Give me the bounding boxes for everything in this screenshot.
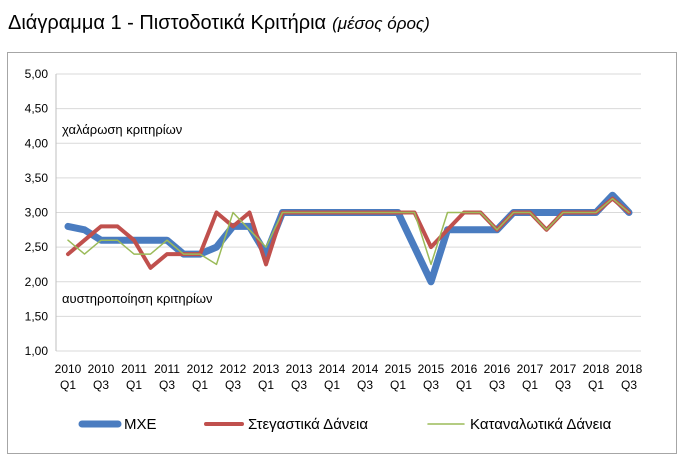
x-tick-quarter: Q1 (60, 378, 76, 392)
x-tick-year: 2014 (352, 362, 379, 376)
y-tick-label: 1,00 (25, 344, 49, 358)
x-tick-year: 2016 (451, 362, 478, 376)
chart-title: Διάγραμμα 1 - Πιστοδοτικά Κριτήρια (8, 12, 327, 34)
annotation-tightening: αυστηροποίηση κριτηρίων (62, 291, 213, 306)
y-tick-label: 3,50 (25, 171, 49, 185)
x-tick-quarter: Q3 (291, 378, 307, 392)
x-tick-quarter: Q3 (489, 378, 505, 392)
legend-label: Στεγαστικά Δάνεια (248, 416, 368, 433)
x-tick-year: 2011 (121, 362, 147, 376)
y-tick-label: 2,50 (25, 240, 49, 254)
x-tick-year: 2015 (418, 362, 445, 376)
x-tick-quarter: Q3 (159, 378, 175, 392)
legend: ΜΧΕ Στεγαστικά Δάνεια Καταναλωτικά Δάνεια (78, 416, 612, 433)
x-tick-quarter: Q1 (588, 378, 604, 392)
x-tick-year: 2017 (517, 362, 544, 376)
x-tick-year: 2012 (220, 362, 247, 376)
x-tick-year: 2017 (550, 362, 577, 376)
x-tick-year: 2018 (616, 362, 643, 376)
series-line-3 (67, 197, 630, 266)
y-tick-label: 5,00 (25, 67, 49, 81)
y-tick-label: 4,00 (25, 136, 49, 150)
x-tick-quarter: Q1 (192, 378, 208, 392)
x-tick-quarter: Q1 (522, 378, 538, 392)
y-tick-label: 1,50 (25, 309, 49, 323)
x-tick-year: 2015 (385, 362, 412, 376)
x-tick-year: 2010 (55, 362, 82, 376)
x-tick-year: 2018 (583, 362, 610, 376)
y-tick-label: 2,00 (25, 275, 49, 289)
x-tick-quarter: Q1 (456, 378, 472, 392)
y-tick-label: 3,00 (25, 206, 49, 220)
x-tick-year: 2014 (319, 362, 346, 376)
annotation-easing: χαλάρωση κριτηρίων (62, 122, 182, 137)
x-tick-quarter: Q3 (621, 378, 637, 392)
x-tick-quarter: Q3 (225, 378, 241, 392)
x-tick-quarter: Q3 (555, 378, 571, 392)
y-tick-label: 4,50 (25, 102, 49, 116)
x-tick-quarter: Q3 (423, 378, 439, 392)
x-tick-year: 2011 (154, 362, 180, 376)
x-tick-year: 2013 (286, 362, 313, 376)
series-lines (64, 191, 633, 286)
legend-label: ΜΧΕ (124, 416, 157, 433)
chart-subtitle: (μέσος όρος) (332, 14, 430, 33)
legend-label: Καταναλωτικά Δάνεια (470, 416, 612, 433)
x-tick-year: 2010 (88, 362, 115, 376)
x-tick-year: 2012 (187, 362, 214, 376)
chart-title-row: Διάγραμμα 1 - Πιστοδοτικά Κριτήρια (μέσος… (8, 12, 430, 35)
y-axis-ticks: 1,00 1,50 2,00 2,50 3,00 3,50 4,00 4,50 5,00 (25, 67, 49, 358)
x-tick-quarter: Q1 (390, 378, 406, 392)
x-axis-ticks: 2010 Q1 2010 Q3 2011 Q1 2011 Q3 2012 Q1 2012 Q3 2013… (55, 362, 643, 392)
x-tick-quarter: Q3 (93, 378, 109, 392)
x-tick-quarter: Q1 (258, 378, 274, 392)
x-tick-quarter: Q1 (324, 378, 340, 392)
x-tick-quarter: Q1 (126, 378, 142, 392)
x-tick-year: 2016 (484, 362, 511, 376)
chart-frame (7, 52, 677, 454)
series-line-2 (66, 196, 631, 270)
x-tick-quarter: Q3 (357, 378, 373, 392)
x-tick-year: 2013 (253, 362, 280, 376)
